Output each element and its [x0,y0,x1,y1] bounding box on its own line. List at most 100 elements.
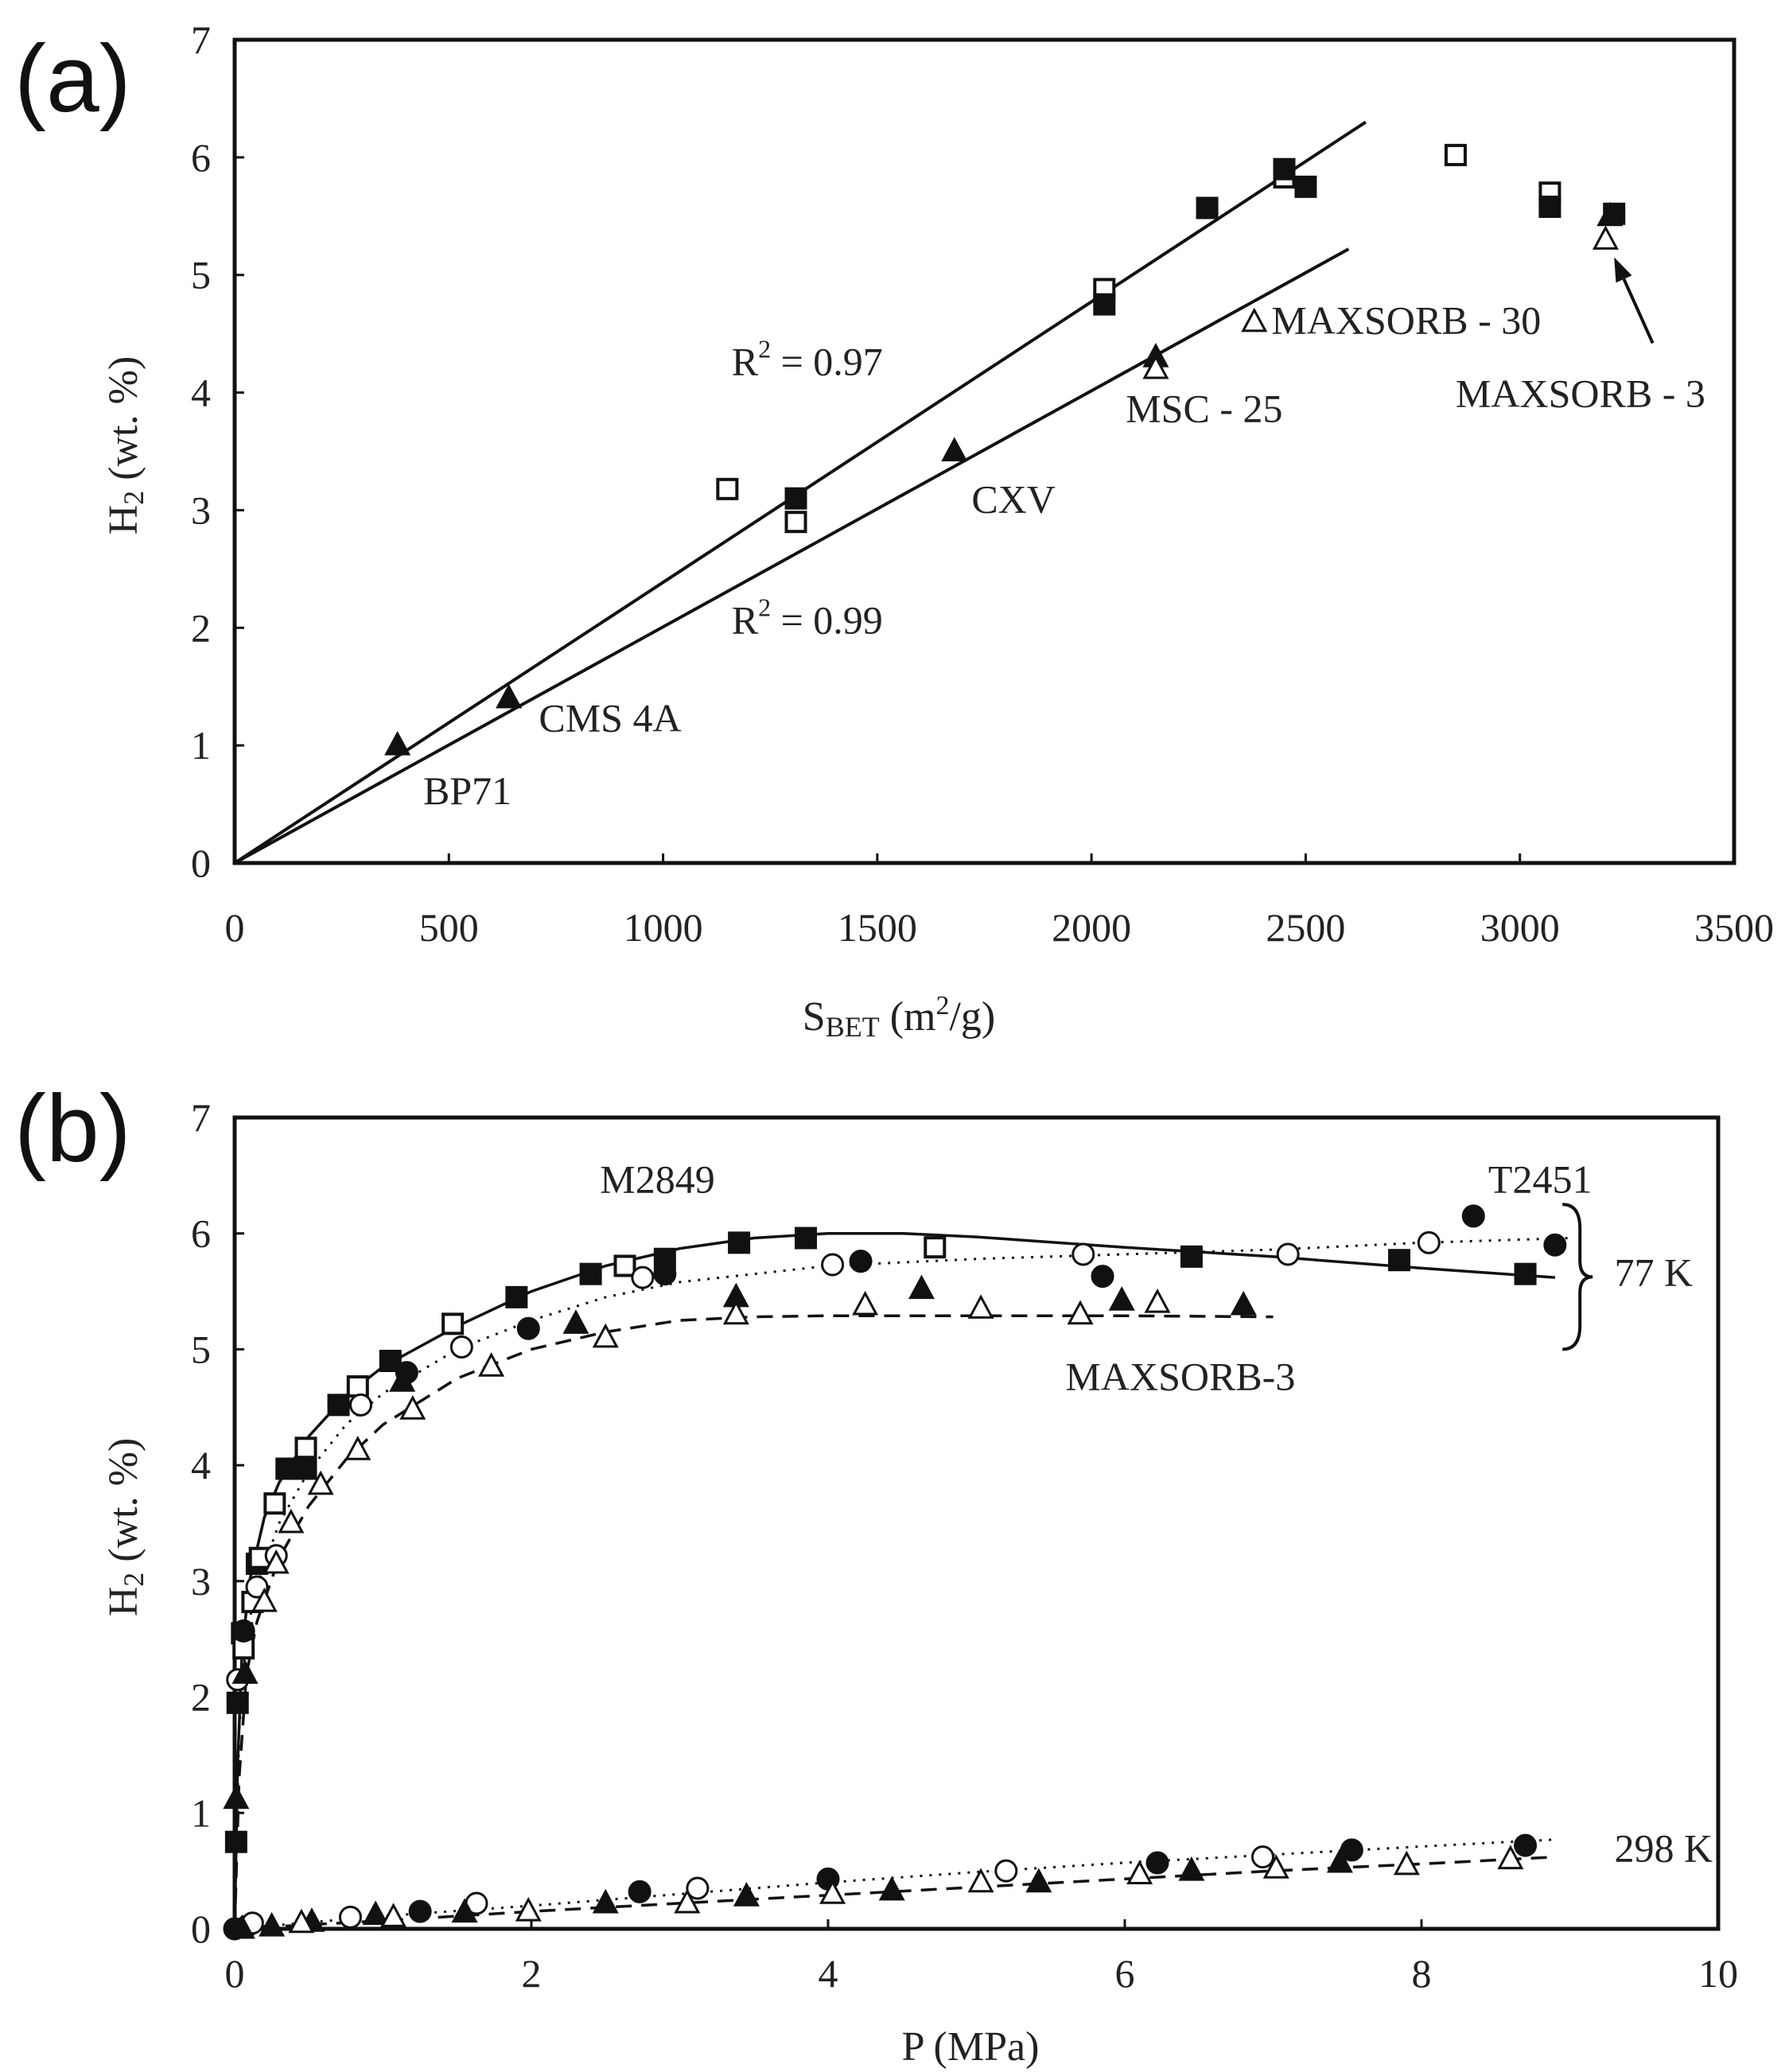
panel-b-y-tick-label-3: 3 [191,1559,211,1604]
panel-b-series-0-point-0 [224,1830,247,1853]
panel-a-ylabel-sub: 2 [118,491,150,505]
panel-b-series-0-point-15 [1514,1262,1537,1285]
panel-a-series-1-point-5 [1538,195,1561,218]
panel-a-xlabel-unit-sup: 2 [935,991,949,1020]
panel-b-curve-1 [233,1237,1570,1930]
panel-b-ylabel-sub: 2 [118,1572,150,1587]
panel-a-series-2-point-2 [941,437,968,461]
panel-a-annotations: R2 = 0.97 R2 = 0.99 MAXSORB - 30 MSC - 25 CX… [423,298,1705,813]
panel-a-annotation-0: R2 = 0.97 [732,334,883,383]
panel-b-series-7-point-3 [686,1876,710,1900]
panel-b-series-6-point-3 [628,1880,651,1903]
panel-a-ylabel-rest: (wt. %) [101,356,146,491]
panel-b-series-4-point-2 [389,1367,416,1392]
panel-b-series-5-point-0 [251,1587,278,1612]
panel-b: (b) 0 1 2 3 4 5 6 7 0 2 4 6 8 10 M2849 T2451 MAXSORB-3 7… [14,1075,1738,2070]
panel-b-series-6-point-7 [1514,1833,1538,1857]
panel-b-x-tick-label-4: 8 [1412,1951,1432,1996]
panel-b-series-3-point-8 [1276,1242,1300,1266]
panel-a-y-axis-title: H2 (wt. %) [101,356,150,535]
panel-a-y-tick-label-3: 3 [191,488,211,532]
panel-b-y-axis-title: H2 (wt. %) [101,1438,150,1617]
panel-a-frame [232,37,1736,865]
panel-b-series-6-point-6 [1340,1838,1363,1862]
panel-b-series-8-point-0 [228,1914,255,1939]
panel-b-curve-4 [234,1855,1555,1930]
panel-b-curve-3 [234,1838,1555,1930]
panel-b-series-8-point-10 [1326,1848,1353,1873]
panel-b-annotation-1: T2451 [1488,1157,1593,1202]
panel-b-series-8-point-3 [362,1900,389,1926]
panel-a: (a) 0 1 2 3 4 5 6 7 0 500 1000 1500 2000 2500 3000 3500… [14,17,1774,1043]
panel-b-series-9-point-9 [1497,1845,1524,1870]
panel-b-77k-bracket [1562,1203,1593,1351]
panel-b-series-9-point-5 [967,1868,994,1893]
panel-a-x-tick-label-6: 3000 [1480,905,1560,950]
panel-b-series-5-point-8 [722,1300,749,1325]
panel-a-x-tick-label-4: 2000 [1052,905,1131,950]
panel-b-series-9-point-2 [515,1896,542,1922]
panel-b-series-5-point-10 [967,1294,994,1319]
panel-b-series-0-point-8 [505,1285,528,1308]
panel-b-y-tick-label-4: 4 [191,1443,211,1487]
panel-b-ylabel-main: H [101,1587,146,1617]
panel-b-annotations: M2849 T2451 MAXSORB-3 77 K 298 K [600,1157,1713,1871]
panel-b-series-5-point-11 [1067,1300,1094,1325]
panel-b-series-1-point-6 [441,1312,465,1335]
panel-b-series-4-point-1 [231,1659,259,1684]
panel-b-series-1-point-4 [294,1436,317,1460]
panel-b-annotation-2: MAXSORB-3 [1065,1354,1295,1398]
panel-a-series-2-point-4 [1596,201,1624,227]
panel-a-series-1-point-3 [1273,157,1296,181]
panel-b-series-5-point-7 [592,1323,619,1348]
panel-b-annotation-3: 77 K [1614,1250,1693,1294]
panel-b-series-8-point-8 [1025,1868,1052,1893]
panel-b-x-tick-label-3: 6 [1115,1951,1135,1996]
panel-b-series-3-point-4 [449,1335,473,1359]
panel-b-series-8-point-6 [733,1882,760,1907]
panel-b-series-0-point-6 [327,1394,350,1417]
panel-a-x-tick-label-5: 2500 [1266,905,1345,950]
panel-b-y-tick-label-1: 1 [191,1790,211,1835]
panel-a-y-tick-label-5: 5 [191,253,211,297]
panel-b-curves [233,1231,1570,1930]
panel-b-frame [232,1115,1721,1931]
panel-b-series-3-point-6 [821,1253,845,1277]
panel-b-series-5-point-1 [263,1549,290,1574]
panel-a-arrow [1622,278,1655,344]
panel-b-series-2-point-7 [1461,1204,1485,1228]
panel-b-series-9-point-4 [819,1880,846,1904]
panel-b-ylabel-rest: (wt. %) [101,1438,146,1572]
panel-b-series-9-point-6 [1126,1860,1153,1885]
panel-a-label: (a) [14,25,131,132]
panel-b-series-0-point-14 [1388,1249,1411,1272]
panel-a-x-tick-label-7: 3500 [1694,905,1774,950]
panel-b-series-5-point-3 [307,1470,334,1495]
panel-a-annotation-6: BP71 [423,768,511,813]
panel-b-series-0-point-12 [795,1226,818,1250]
panel-b-series-4-point-6 [1108,1286,1135,1311]
panel-b-y-tick-label-7: 7 [191,1095,211,1140]
panel-a-annotation-1: R2 = 0.99 [732,593,883,643]
panel-a-annotation-4: CXV [971,476,1056,521]
panel-b-series-1-point-7 [613,1254,636,1277]
panel-b-series-8-point-9 [1178,1856,1205,1881]
panel-a-y-tick-label-7: 7 [191,17,211,62]
panel-b-series-3-point-5 [631,1265,655,1289]
panel-b-series-0-point-11 [728,1231,751,1254]
panel-b-y-tick-label-6: 6 [191,1211,211,1256]
panel-b-series-4-point-7 [1230,1290,1257,1316]
panel-a-series-3-point-1 [1241,307,1268,332]
panel-b-series-8-point-7 [878,1876,905,1901]
panel-a-x-axis-title: SBET (m2/g) [803,991,995,1043]
panel-a-series-3-point-0 [1142,354,1169,379]
panel-a-y-tick-label-1: 1 [191,723,211,768]
panel-b-series-3-point-9 [1417,1230,1441,1254]
panel-b-series-9-point-8 [1393,1850,1420,1876]
panel-a-y-tick-label-0: 0 [191,841,211,885]
panel-b-x-tick-label-5: 10 [1698,1951,1738,1996]
panel-a-annotation-3: MSC - 25 [1126,387,1282,431]
panel-b-markers [223,1204,1567,1941]
panel-a-x-tick-label-0: 0 [225,905,245,950]
